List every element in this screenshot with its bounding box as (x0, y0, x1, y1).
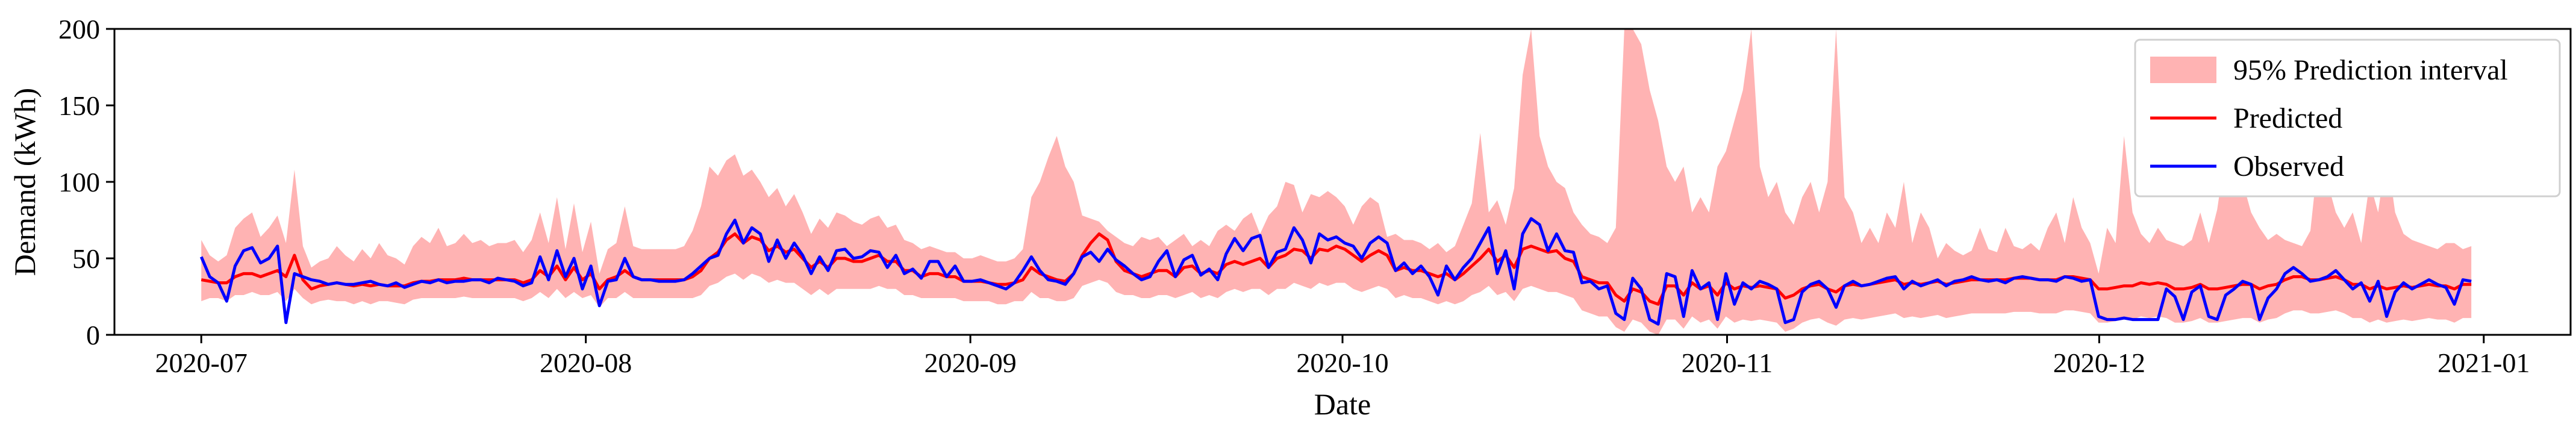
x-tick-label: 2020-09 (924, 347, 1016, 378)
y-axis-title: Demand (kWh) (8, 88, 42, 276)
legend-swatch-prediction-interval (2150, 57, 2216, 83)
x-tick-label: 2020-11 (1682, 347, 1773, 378)
y-tick-label: 100 (58, 167, 100, 198)
y-tick-label: 150 (58, 90, 100, 121)
prediction-interval-band (201, 29, 2472, 335)
x-tick-label: 2020-08 (540, 347, 632, 378)
legend-box (2134, 39, 2561, 198)
legend-entry-prediction-interval: 95% Prediction interval (2233, 54, 2508, 86)
y-tick-label: 200 (58, 14, 100, 45)
observed-line (199, 217, 2472, 326)
x-tick-label: 2020-07 (155, 347, 248, 378)
x-axis: 2020-07 2020-08 2020-09 2020-10 2020-11 2020-… (155, 335, 2530, 378)
plot-area (199, 29, 2472, 335)
y-axis: 0 50 100 150 200 (58, 14, 114, 350)
x-tick-label: 2020-10 (1296, 347, 1388, 378)
legend: 95% Prediction interval Predicted Observ… (2134, 39, 2561, 198)
x-tick-label: 2020-12 (2053, 347, 2145, 378)
x-axis-title: Date (1314, 387, 1371, 421)
y-tick-label: 0 (86, 320, 100, 350)
y-tick-label: 50 (72, 243, 100, 274)
legend-entry-predicted: Predicted (2233, 102, 2342, 134)
legend-entry-observed: Observed (2233, 151, 2344, 182)
x-tick-label: 2021-01 (2437, 347, 2530, 378)
